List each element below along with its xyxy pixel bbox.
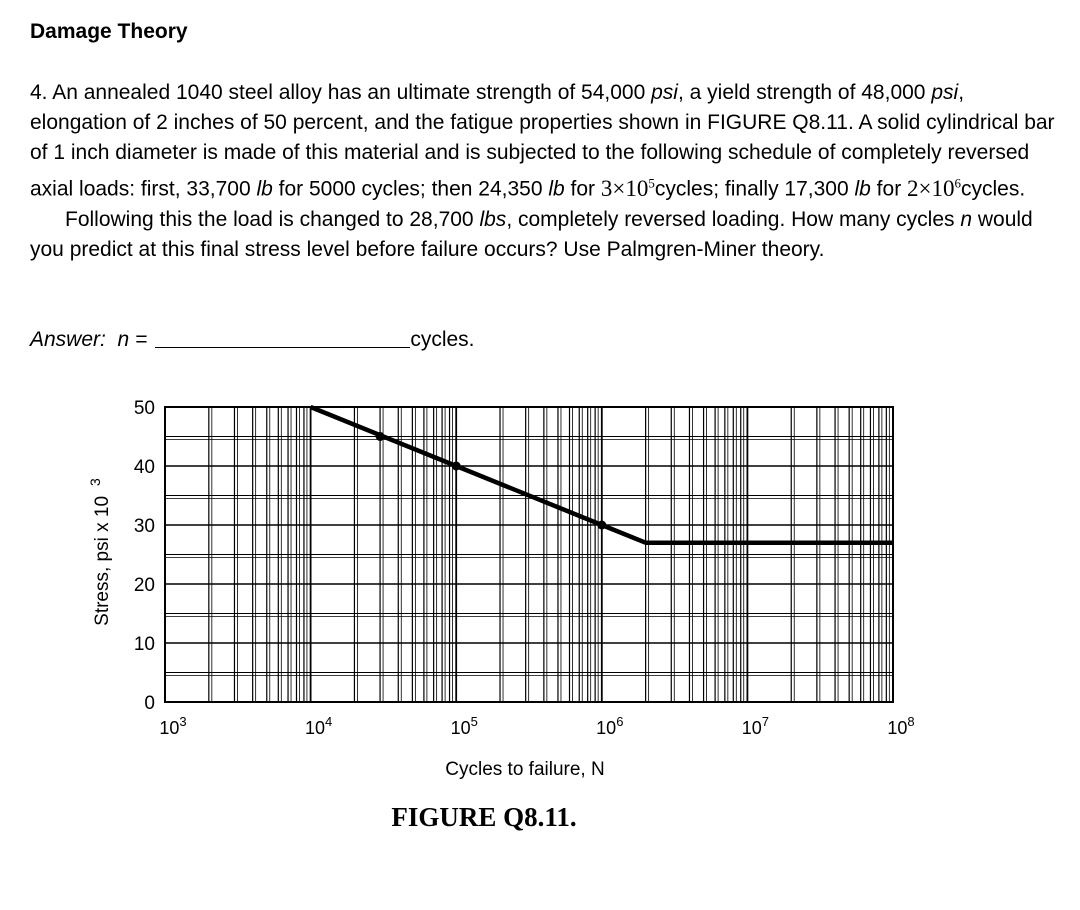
sci-value-1: 3×105 <box>600 175 655 201</box>
answer-variable: n = <box>117 328 148 351</box>
answer-line: Answer: n = cycles. <box>30 328 475 352</box>
y-tick-label: 30 <box>134 516 155 537</box>
y-tick-label: 0 <box>144 693 155 714</box>
x-tick-label: 106 <box>596 714 623 738</box>
y-tick-label: 50 <box>134 398 155 419</box>
problem-statement: 4. An annealed 1040 steel alloy has an u… <box>30 78 1060 265</box>
problem-paragraph-1: 4. An annealed 1040 steel alloy has an u… <box>30 81 1055 201</box>
x-tick-label: 105 <box>451 714 478 738</box>
sci-value-2: 2×106 <box>907 175 962 201</box>
curve-point-marker <box>375 432 385 441</box>
plot-frame <box>164 406 894 703</box>
problem-paragraph-2: Following this the load is changed to 28… <box>30 207 1033 261</box>
chart-grid <box>164 406 894 703</box>
y-tick-label: 20 <box>134 575 155 596</box>
y-tick-label: 10 <box>134 634 155 655</box>
answer-blank[interactable] <box>155 329 411 348</box>
y-tick-label: 40 <box>134 457 155 478</box>
curve-point-marker <box>597 520 607 530</box>
x-axis-label: Cycles to failure, N <box>445 759 604 780</box>
answer-label: Answer: <box>30 328 106 351</box>
y-axis-label: Stress, psi x 103 <box>87 478 113 626</box>
x-tick-label: 107 <box>742 714 769 738</box>
answer-unit: cycles. <box>410 328 475 351</box>
curve-point-marker <box>451 461 461 471</box>
x-tick-label: 108 <box>887 714 914 738</box>
figure-caption: FIGURE Q8.11. <box>391 802 577 832</box>
section-heading: Damage Theory <box>30 20 188 43</box>
chart-curve <box>309 404 893 545</box>
x-tick-label: 103 <box>159 714 186 738</box>
chart-ticks: 0 10 20 30 40 50 103 104 105 106 107 108 <box>134 398 915 738</box>
x-tick-label: 104 <box>305 714 332 738</box>
